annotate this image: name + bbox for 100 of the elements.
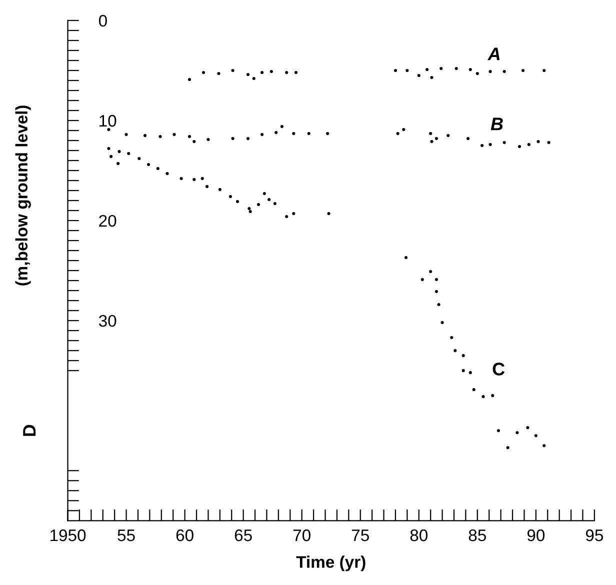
point xyxy=(260,70,264,74)
point xyxy=(426,68,429,72)
point xyxy=(502,140,506,144)
point xyxy=(534,434,538,438)
x-tick-label: 55 xyxy=(118,530,135,542)
point xyxy=(542,444,546,448)
point xyxy=(547,140,550,144)
point xyxy=(468,371,472,374)
point xyxy=(180,176,183,180)
point xyxy=(396,132,400,136)
point xyxy=(268,198,271,202)
point xyxy=(246,136,250,140)
point xyxy=(502,70,506,74)
point xyxy=(285,70,288,74)
point xyxy=(326,132,330,136)
point xyxy=(127,152,130,156)
x-tick-label: 1950 xyxy=(50,529,86,542)
point xyxy=(434,290,438,294)
annotation: A xyxy=(487,48,500,60)
point xyxy=(526,426,530,430)
point xyxy=(124,132,128,136)
point xyxy=(256,202,260,206)
y-tick-label: 30 xyxy=(98,314,116,327)
point xyxy=(280,124,284,128)
point xyxy=(462,369,465,372)
point xyxy=(294,70,298,74)
point xyxy=(205,184,209,188)
point xyxy=(200,176,204,180)
point xyxy=(440,66,443,70)
point xyxy=(118,150,121,154)
point xyxy=(307,132,310,136)
point xyxy=(468,68,472,72)
point xyxy=(107,128,110,132)
point xyxy=(206,138,210,142)
point xyxy=(217,72,220,76)
point xyxy=(262,192,266,196)
point xyxy=(248,210,252,214)
point xyxy=(146,162,150,166)
point xyxy=(327,212,330,216)
x-axis-title: Time (yr) xyxy=(296,556,366,572)
x-tick-label: 70 xyxy=(293,529,310,542)
point xyxy=(110,154,113,158)
x-tick-label: 80 xyxy=(410,529,428,542)
x-tick-label: 65 xyxy=(234,529,252,542)
point xyxy=(394,68,398,72)
y-tick-label: 10 xyxy=(100,114,116,127)
point xyxy=(143,134,147,138)
y-tick-label: 0 xyxy=(98,14,107,27)
point xyxy=(260,132,264,136)
point xyxy=(462,354,465,358)
x-tick-label: 75 xyxy=(352,530,369,542)
point xyxy=(482,395,485,398)
point xyxy=(454,66,458,70)
x-tick-label: 90 xyxy=(527,529,545,542)
point xyxy=(292,132,296,136)
point xyxy=(192,178,196,182)
point xyxy=(527,142,530,146)
y-tick-label: 20 xyxy=(99,214,116,227)
point xyxy=(480,144,484,148)
point xyxy=(488,142,492,146)
point xyxy=(434,136,438,140)
point xyxy=(466,136,470,140)
point xyxy=(521,68,525,72)
point xyxy=(440,321,444,324)
point xyxy=(472,388,476,392)
point xyxy=(228,194,232,198)
point xyxy=(491,394,494,398)
point xyxy=(434,278,438,282)
point xyxy=(402,128,406,132)
point xyxy=(166,172,169,176)
point xyxy=(506,446,510,450)
x-tick-label: 85 xyxy=(468,529,486,542)
x-tick-label: 95 xyxy=(586,529,604,542)
point xyxy=(406,68,409,72)
point xyxy=(430,140,434,144)
y-axis-title: (m,below ground level) xyxy=(15,106,31,286)
text: D xyxy=(23,424,36,436)
point xyxy=(192,140,196,144)
point xyxy=(429,270,432,274)
point xyxy=(138,156,141,160)
point xyxy=(518,144,522,148)
x-tick-label: 60 xyxy=(176,529,194,542)
point xyxy=(292,212,296,216)
point xyxy=(270,70,273,74)
point xyxy=(404,256,408,260)
point xyxy=(417,74,420,78)
point xyxy=(476,72,479,76)
point xyxy=(446,134,450,138)
point xyxy=(536,140,540,144)
point xyxy=(188,78,192,82)
point xyxy=(274,130,278,134)
point xyxy=(231,68,234,72)
point xyxy=(437,303,440,306)
point xyxy=(218,188,222,192)
point xyxy=(172,132,176,136)
point xyxy=(420,278,424,282)
annotation: B xyxy=(490,118,503,130)
point xyxy=(285,214,288,218)
point xyxy=(236,200,240,204)
point xyxy=(496,429,500,432)
